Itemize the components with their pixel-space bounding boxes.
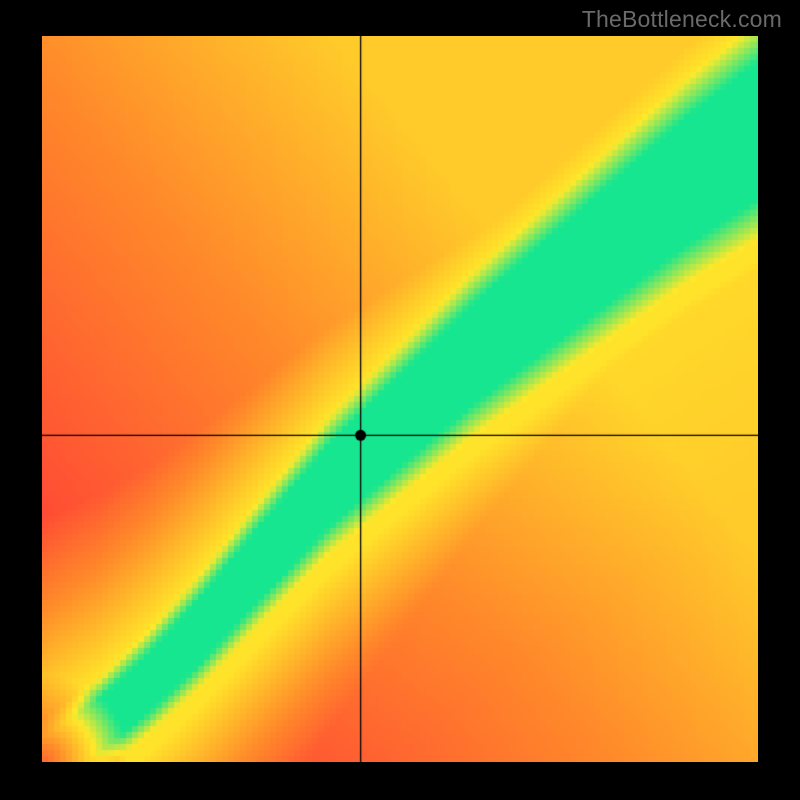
- heatmap-canvas: [42, 36, 758, 762]
- heatmap-plot: [42, 36, 758, 762]
- watermark: TheBottleneck.com: [582, 6, 782, 33]
